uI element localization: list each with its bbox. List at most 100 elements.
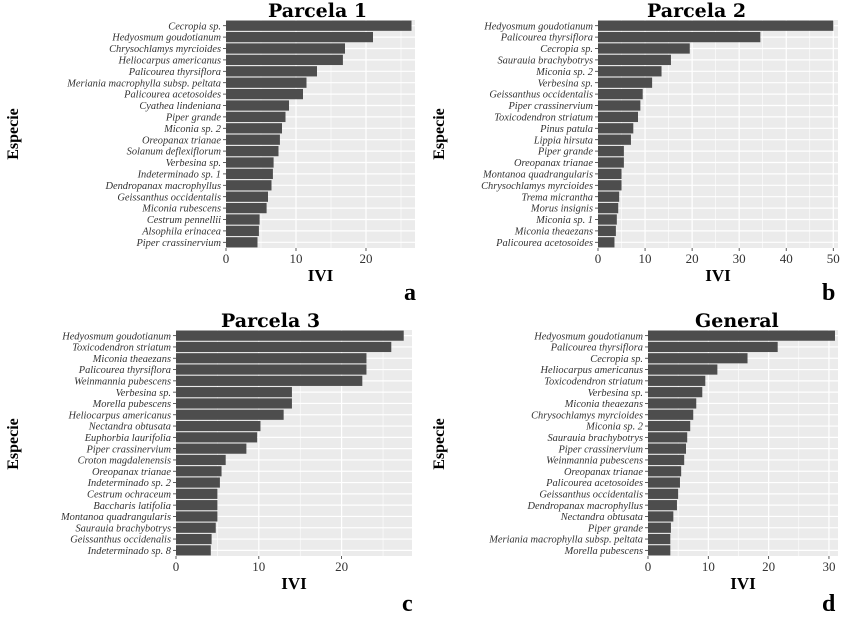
panel-letter: b (822, 280, 835, 306)
bar (226, 123, 282, 134)
bar (176, 420, 261, 432)
category-label: Verbesina sp. (166, 158, 221, 169)
bar (226, 237, 258, 248)
bar (226, 54, 343, 66)
y-axis-label: Especie (431, 418, 448, 470)
category-label: Piper crassinervium (557, 444, 643, 455)
bar (176, 443, 247, 454)
bar (226, 77, 307, 88)
category-label: Heliocarpus americanus (540, 365, 643, 376)
bar (226, 214, 260, 225)
category-label: Saurauia brachybotrys (75, 523, 171, 534)
panel-letter: c (402, 591, 413, 617)
bar (226, 100, 289, 111)
bar (598, 180, 622, 191)
category-label: Geissanthus occidentalis (489, 90, 593, 101)
bar (648, 409, 694, 420)
bar (648, 511, 674, 522)
bar (648, 432, 688, 443)
bar (226, 20, 412, 31)
x-tick-label: 10 (639, 251, 652, 266)
x-axis-label: IVI (730, 574, 756, 593)
category-label: Pinus patula (539, 124, 593, 135)
x-axis-label: IVI (308, 266, 334, 285)
category-label: Toxicodendron striatum (72, 343, 171, 354)
category-label: Saurauia brachybotrys (547, 433, 643, 444)
category-label: Nectandra obtusata (560, 512, 643, 523)
bar (598, 145, 624, 157)
category-label: Alsophila erinacea (141, 227, 221, 238)
bar (176, 341, 392, 353)
category-label: Dendropanax macrophyllus (526, 501, 643, 512)
x-tick-label: 10 (702, 559, 715, 574)
category-label: Hedyosmum goudotianum (483, 21, 593, 32)
category-label: Palicourea acetosoides (545, 478, 643, 489)
category-label: Dendropanax macrophyllus (104, 181, 221, 192)
bar (176, 488, 218, 499)
bar (226, 157, 274, 168)
bar (226, 111, 286, 123)
panel-0: Cecropia sp.Hedyosmum goudotianumChrysoc… (5, 0, 416, 306)
category-label: Weinmannia pubescens (74, 376, 171, 387)
bar (226, 202, 267, 214)
category-label: Cecropia sp. (168, 21, 221, 32)
bar (598, 100, 641, 111)
x-tick-label: 0 (223, 251, 230, 266)
category-label: Cyathea lindeniana (139, 101, 221, 112)
category-label: Cecropia sp. (540, 44, 593, 55)
panel-title: Parcela 2 (647, 0, 746, 22)
category-label: Heliocarpus americanus (118, 56, 221, 67)
bar (176, 387, 292, 398)
bar (648, 443, 686, 454)
category-label: Piper crassinervium (85, 444, 171, 455)
bar (598, 191, 620, 202)
bar (648, 353, 748, 364)
bar (648, 398, 697, 409)
category-label: Lippia hirsuta (533, 135, 593, 146)
bar (648, 375, 706, 386)
bar (176, 454, 226, 466)
panel-title: General (695, 310, 779, 332)
x-tick-label: 40 (780, 251, 793, 266)
bar (598, 66, 662, 77)
bar (176, 477, 220, 488)
category-label: Toxicodendron striatum (494, 113, 593, 124)
bar (648, 533, 671, 545)
y-axis-label: Especie (431, 108, 448, 160)
x-tick-label: 10 (252, 559, 265, 574)
bar (598, 157, 624, 168)
category-label: Indeterminado sp. 1 (137, 170, 221, 181)
category-label: Cecropia sp. (590, 354, 643, 365)
category-label: Piper grande (165, 113, 222, 124)
category-label: Miconia sp. 1 (535, 215, 593, 226)
x-tick-label: 0 (173, 559, 180, 574)
category-label: Saurauia brachybotrys (497, 56, 593, 67)
x-tick-label: 20 (762, 559, 775, 574)
category-label: Montanoa quadrangularis (482, 170, 593, 181)
bar (648, 545, 671, 556)
category-label: Solanum deflexiflorum (127, 147, 222, 158)
category-label: Morella pubescens (564, 546, 643, 557)
bar (176, 353, 367, 364)
x-tick-label: 30 (733, 251, 746, 266)
bar (176, 432, 258, 443)
bar (648, 420, 691, 432)
bar (598, 111, 638, 123)
category-label: Miconia theaezans (92, 354, 171, 365)
bar (598, 123, 634, 134)
x-tick-label: 10 (290, 251, 303, 266)
category-label: Piper crassinervium (507, 101, 593, 112)
bar (648, 500, 677, 511)
panel-letter: a (404, 280, 416, 306)
bar (176, 500, 218, 511)
category-label: Geissanthus occidentalis (539, 489, 643, 500)
bar (648, 454, 685, 466)
bar (176, 511, 218, 522)
bar (598, 214, 617, 225)
category-label: Verbesina sp. (116, 388, 171, 399)
category-label: Miconia rubescens (141, 204, 221, 215)
x-tick-label: 0 (645, 559, 652, 574)
category-label: Baccharis latifolia (93, 501, 171, 512)
